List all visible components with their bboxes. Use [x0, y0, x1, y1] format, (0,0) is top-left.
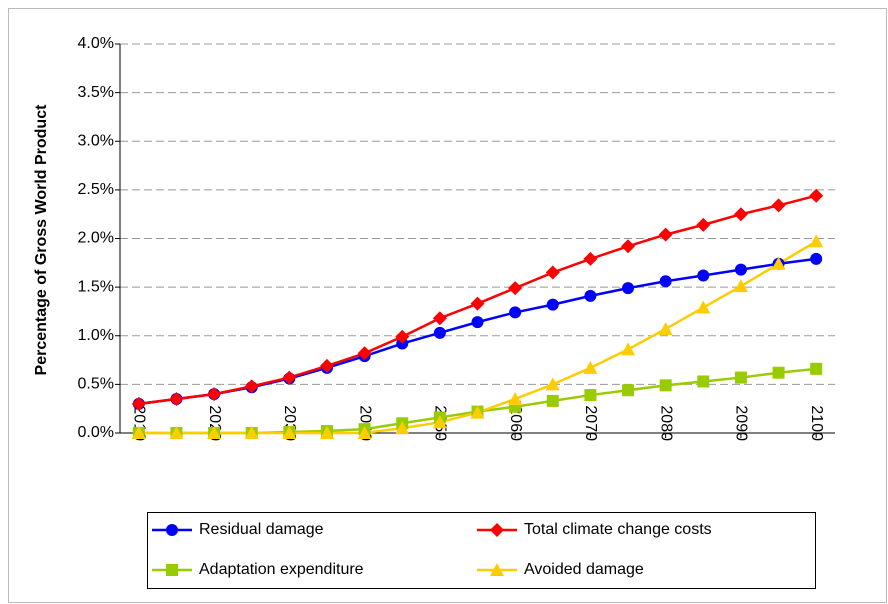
marker: [169, 391, 184, 406]
marker: [166, 524, 178, 536]
y-tick-label: 2.0%: [78, 230, 114, 247]
marker: [622, 282, 635, 295]
marker: [432, 311, 447, 326]
marker: [809, 188, 824, 203]
marker: [584, 389, 597, 402]
marker: [659, 275, 672, 288]
marker: [490, 523, 504, 537]
marker: [734, 371, 747, 384]
marker: [810, 362, 823, 375]
y-tick-label: 2.5%: [78, 181, 114, 198]
marker: [282, 370, 297, 385]
x-tick-label: 2060: [507, 405, 524, 441]
marker: [697, 375, 710, 388]
marker: [490, 563, 504, 576]
marker: [207, 387, 222, 402]
marker: [697, 269, 710, 282]
marker: [621, 239, 636, 254]
marker: [244, 379, 259, 394]
marker: [771, 256, 786, 270]
marker: [622, 384, 635, 397]
marker: [621, 342, 636, 356]
marker: [508, 391, 523, 405]
marker: [733, 279, 748, 293]
y-axis-title: Percentage of Gross World Product: [33, 104, 50, 376]
legend-box: [147, 512, 816, 589]
y-tick-label: 0.0%: [78, 424, 114, 441]
marker: [319, 358, 334, 373]
marker: [546, 298, 559, 311]
marker: [509, 306, 522, 319]
marker: [357, 426, 372, 439]
marker: [470, 405, 485, 419]
y-tick-label: 1.5%: [78, 278, 114, 295]
marker: [733, 207, 748, 222]
marker: [696, 300, 711, 314]
marker: [433, 326, 446, 339]
marker: [772, 366, 785, 379]
marker: [169, 426, 184, 439]
x-tick-label: 2080: [657, 405, 674, 441]
marker: [771, 198, 786, 213]
marker: [131, 396, 146, 411]
legend-label: Adaptation expenditure: [199, 561, 364, 578]
marker: [546, 394, 559, 407]
y-tick-label: 4.0%: [78, 35, 114, 52]
legend-label: Total climate change costs: [524, 521, 712, 538]
marker: [696, 217, 711, 232]
marker: [471, 316, 484, 329]
marker: [810, 252, 823, 265]
legend-label: Avoided damage: [524, 561, 644, 578]
marker: [659, 379, 672, 392]
y-tick-label: 3.5%: [78, 84, 114, 101]
marker: [508, 281, 523, 296]
x-tick-label: 2100: [808, 405, 825, 441]
marker: [658, 321, 673, 335]
marker: [319, 426, 334, 439]
y-tick-label: 0.5%: [78, 376, 114, 393]
legend-label: Residual damage: [199, 521, 324, 538]
marker: [809, 234, 824, 248]
marker: [166, 564, 178, 576]
marker: [244, 426, 259, 439]
marker: [357, 346, 372, 361]
marker: [282, 426, 297, 439]
marker: [734, 263, 747, 276]
chart-border: [8, 8, 887, 603]
marker: [470, 296, 485, 311]
marker: [584, 289, 597, 302]
marker: [658, 227, 673, 242]
marker: [131, 426, 146, 439]
marker: [545, 265, 560, 280]
marker: [207, 426, 222, 439]
y-tick-label: 1.0%: [78, 327, 114, 344]
x-tick-label: 2090: [733, 405, 750, 441]
marker: [432, 415, 447, 429]
marker: [583, 251, 598, 266]
x-tick-label: 2070: [582, 405, 599, 441]
y-tick-label: 3.0%: [78, 132, 114, 149]
marker: [583, 360, 598, 374]
marker: [395, 421, 410, 435]
marker: [395, 329, 410, 344]
marker: [545, 377, 560, 391]
